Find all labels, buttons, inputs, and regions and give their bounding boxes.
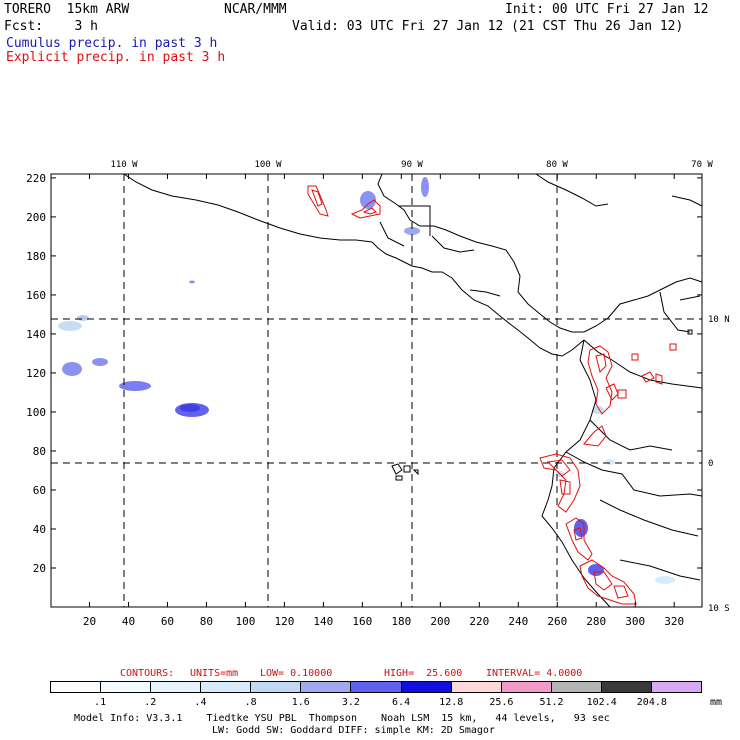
bottom-tick-label: 20	[83, 615, 96, 628]
model-title: TORERO 15km ARW	[4, 2, 130, 17]
legend-label: 25.6	[489, 697, 514, 708]
right-label-10s: 10 S	[708, 604, 730, 614]
bottom-tick-label: 100	[235, 615, 255, 628]
legend-swatch	[351, 682, 402, 692]
legend-swatch	[101, 682, 152, 692]
left-tick-label: 120	[26, 367, 46, 380]
bottom-tick-label: 260	[547, 615, 567, 628]
legend-swatch	[501, 682, 552, 692]
legend-swatch	[451, 682, 502, 692]
bottom-tick-label: 80	[200, 615, 213, 628]
contour-interval: INTERVAL= 4.0000	[486, 668, 583, 679]
legend-label: .8	[244, 697, 257, 708]
contour-units: UNITS=mm	[190, 668, 239, 679]
legend-unit: mm	[710, 697, 723, 708]
left-tick-label: 40	[33, 523, 46, 536]
left-tick-label: 100	[26, 406, 46, 419]
legend-swatch	[601, 682, 652, 692]
legend-label: 3.2	[341, 697, 360, 708]
plot-frame	[50, 173, 703, 608]
top-label-110w: 110 W	[110, 160, 138, 170]
legend-swatch	[551, 682, 602, 692]
legend-swatch	[401, 682, 452, 692]
contour-low: LOW= 0.10000	[260, 668, 333, 679]
legend-label: 12.8	[439, 697, 464, 708]
bottom-tick-label: 140	[313, 615, 333, 628]
left-tick-label: 180	[26, 250, 46, 263]
bottom-tick-label: 220	[469, 615, 489, 628]
bottom-tick-label: 200	[430, 615, 450, 628]
left-tick-label: 60	[33, 484, 46, 497]
lat-lon-grid	[51, 174, 702, 607]
legend-swatch	[201, 682, 252, 692]
valid-time: Valid: 03 UTC Fri 27 Jan 12 (21 CST Thu …	[292, 19, 684, 34]
top-label-90w: 90 W	[401, 160, 423, 170]
legend-label: 204.8	[636, 697, 667, 708]
left-tick-label: 160	[26, 289, 46, 302]
legend-swatch	[51, 682, 102, 692]
legend-label: 6.4	[392, 697, 411, 708]
legend-label: .4	[194, 697, 207, 708]
left-tick-label: 220	[26, 172, 46, 185]
left-tick-label: 140	[26, 328, 46, 341]
contour-label: CONTOURS:	[120, 668, 175, 679]
left-tick-label: 20	[33, 562, 46, 575]
bottom-tick-label: 240	[508, 615, 528, 628]
precip-color-legend	[50, 681, 702, 693]
bottom-tick-label: 280	[586, 615, 606, 628]
bottom-tick-label: 180	[391, 615, 411, 628]
right-label-10n: 10 N	[708, 315, 730, 325]
top-label-70w: 70 W	[691, 160, 713, 170]
right-label-0: 0	[708, 459, 713, 469]
contour-high: HIGH= 25.600	[384, 668, 463, 679]
bottom-tick-label: 300	[625, 615, 645, 628]
source-label: NCAR/MMM	[224, 2, 287, 17]
bottom-tick-label: 320	[664, 615, 684, 628]
init-time: Init: 00 UTC Fri 27 Jan 12	[505, 2, 709, 17]
coastlines	[123, 173, 703, 608]
left-tick-label: 80	[33, 445, 46, 458]
legend-swatch	[651, 682, 702, 692]
legend-label: .2	[144, 697, 157, 708]
left-tick-label: 200	[26, 211, 46, 224]
legend-swatch	[251, 682, 302, 692]
field-label-explicit: Explicit precip. in past 3 h	[6, 50, 226, 65]
bottom-tick-label: 60	[161, 615, 174, 628]
top-label-80w: 80 W	[546, 160, 568, 170]
model-info-line: Model Info: V3.3.1 Tiedtke YSU PBL Thomp…	[74, 713, 610, 724]
legend-label: 51.2	[539, 697, 564, 708]
legend-swatch	[151, 682, 202, 692]
field-label-cumulus: Cumulus precip. in past 3 h	[6, 36, 218, 51]
bottom-tick-label: 40	[122, 615, 135, 628]
legend-label: .1	[94, 697, 107, 708]
bottom-tick-label: 120	[274, 615, 294, 628]
top-label-100w: 100 W	[254, 160, 282, 170]
legend-label: 1.6	[291, 697, 310, 708]
legend-swatch	[301, 682, 352, 692]
forecast-hour: Fcst: 3 h	[4, 19, 98, 34]
legend-label: 102.4	[586, 697, 617, 708]
explicit-precip-contours	[307, 185, 677, 605]
bottom-tick-label: 160	[352, 615, 372, 628]
physics-info-line: LW: Godd SW: Goddard DIFF: simple KM: 2D…	[212, 725, 495, 736]
